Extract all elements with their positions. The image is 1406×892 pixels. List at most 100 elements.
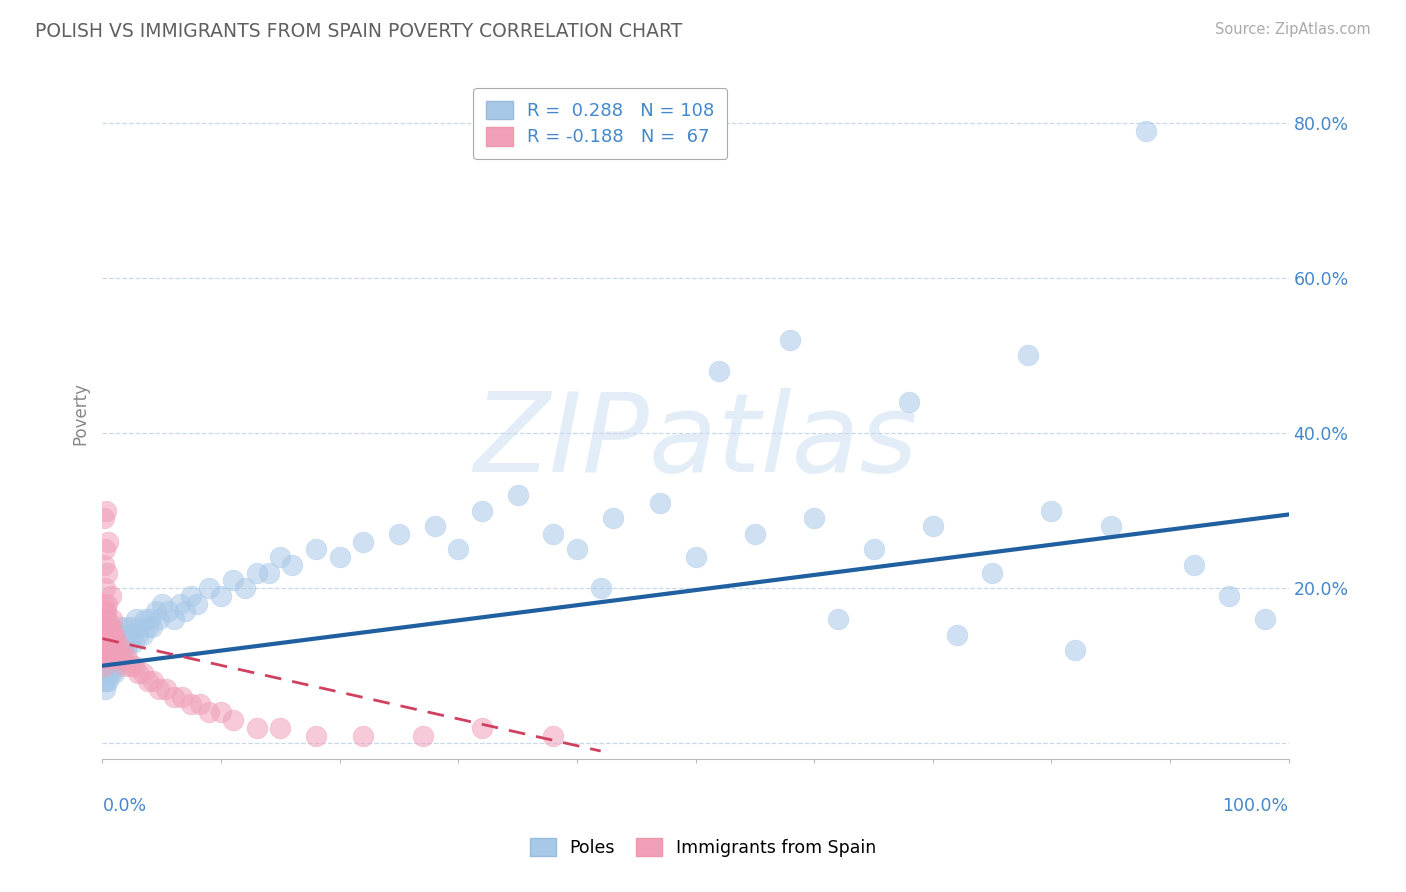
Point: [921, 519, 943, 533]
Point: [180, 698, 202, 712]
Point: [1182, 558, 1205, 572]
Point: [423, 519, 446, 533]
Point: [744, 527, 766, 541]
Point: [94, 674, 117, 689]
Point: [94, 658, 117, 673]
Text: ZIPatlas: ZIPatlas: [474, 388, 918, 495]
Point: [246, 721, 269, 735]
Point: [1135, 123, 1157, 137]
Point: [93, 658, 115, 673]
Legend: Poles, Immigrants from Spain: Poles, Immigrants from Spain: [523, 831, 883, 863]
Point: [233, 581, 256, 595]
Point: [112, 635, 135, 649]
Point: [96, 635, 118, 649]
Point: [329, 550, 352, 565]
Point: [136, 620, 159, 634]
Point: [107, 643, 129, 657]
Point: [148, 681, 170, 696]
Point: [101, 643, 124, 657]
Point: [589, 581, 612, 595]
Point: [174, 604, 197, 618]
Point: [94, 620, 117, 634]
Point: [94, 628, 117, 642]
Point: [110, 651, 132, 665]
Point: [111, 628, 134, 642]
Point: [98, 628, 121, 642]
Point: [97, 651, 120, 665]
Point: [101, 651, 124, 665]
Point: [541, 527, 564, 541]
Point: [105, 658, 128, 673]
Point: [100, 620, 122, 634]
Point: [103, 628, 125, 642]
Point: [98, 620, 121, 634]
Point: [162, 612, 184, 626]
Point: [1099, 519, 1122, 533]
Point: [105, 635, 128, 649]
Point: [198, 705, 221, 719]
Point: [101, 635, 124, 649]
Point: [127, 666, 149, 681]
Point: [103, 643, 125, 657]
Point: [94, 651, 117, 665]
Point: [94, 651, 117, 665]
Point: [471, 503, 494, 517]
Point: [198, 581, 221, 595]
Point: [1254, 612, 1277, 626]
Point: [104, 651, 127, 665]
Point: [117, 628, 139, 642]
Point: [110, 651, 132, 665]
Point: [93, 643, 115, 657]
Point: [100, 666, 122, 681]
Point: [115, 643, 138, 657]
Point: [139, 612, 162, 626]
Point: [145, 604, 167, 618]
Point: [121, 628, 143, 642]
Point: [124, 612, 146, 626]
Point: [150, 597, 173, 611]
Point: [246, 566, 269, 580]
Point: [827, 612, 849, 626]
Point: [100, 589, 122, 603]
Point: [114, 658, 136, 673]
Legend: R =  0.288   N = 108, R = -0.188   N =  67: R = 0.288 N = 108, R = -0.188 N = 67: [474, 88, 727, 159]
Point: [93, 658, 115, 673]
Point: [105, 628, 128, 642]
Point: [134, 612, 156, 626]
Point: [120, 620, 142, 634]
Point: [100, 635, 122, 649]
Point: [93, 620, 115, 634]
Point: [97, 674, 120, 689]
Point: [142, 674, 165, 689]
Point: [129, 620, 152, 634]
Point: [94, 612, 117, 626]
Point: [97, 643, 120, 657]
Point: [97, 635, 120, 649]
Point: [114, 620, 136, 634]
Text: 0.0%: 0.0%: [103, 797, 146, 814]
Point: [117, 651, 139, 665]
Point: [94, 581, 117, 595]
Point: [352, 729, 374, 743]
Point: [124, 658, 146, 673]
Point: [305, 729, 328, 743]
Point: [222, 713, 245, 727]
Point: [541, 729, 564, 743]
Point: [93, 643, 115, 657]
Point: [981, 566, 1004, 580]
Point: [101, 628, 124, 642]
Point: [101, 658, 124, 673]
Point: [352, 534, 374, 549]
Point: [170, 690, 193, 704]
Point: [96, 628, 118, 642]
Point: [156, 604, 179, 618]
Point: [188, 698, 211, 712]
Point: [209, 705, 232, 719]
Point: [117, 635, 139, 649]
Point: [98, 635, 121, 649]
Point: [104, 635, 127, 649]
Point: [945, 628, 967, 642]
Point: [169, 597, 191, 611]
Point: [97, 628, 120, 642]
Point: [103, 666, 125, 681]
